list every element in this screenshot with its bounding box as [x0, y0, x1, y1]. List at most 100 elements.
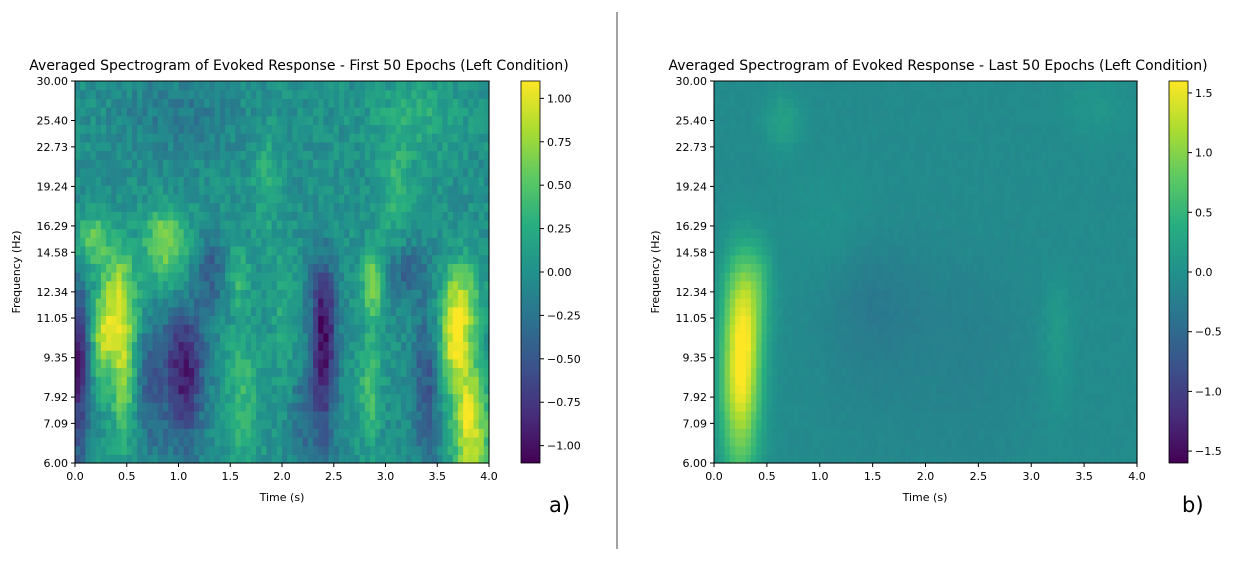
- heatmap-cell: [1094, 332, 1101, 343]
- heatmap-cell: [106, 245, 112, 256]
- heatmap-cell: [463, 367, 469, 377]
- heatmap-cell: [209, 384, 216, 395]
- heatmap-cell: [724, 402, 731, 412]
- heatmap-cell: [266, 428, 273, 438]
- heatmap-cell: [183, 237, 190, 247]
- heatmap-cell: [1084, 367, 1091, 377]
- heatmap-cell: [261, 133, 268, 143]
- heatmap-cell: [147, 193, 154, 204]
- heatmap-cell: [188, 167, 195, 178]
- heatmap-cell: [131, 167, 138, 178]
- heatmap-cell: [483, 376, 490, 386]
- heatmap-cell: [798, 350, 805, 360]
- heatmap-cell: [936, 341, 942, 351]
- heatmap-cell: [416, 298, 423, 308]
- heatmap-cell: [95, 376, 102, 386]
- heatmap-cell: [893, 428, 900, 438]
- heatmap-cell: [385, 341, 392, 351]
- heatmap-cell: [333, 280, 340, 290]
- heatmap-cell: [463, 306, 469, 317]
- heatmap-cell: [318, 289, 324, 299]
- heatmap-cell: [1110, 341, 1117, 351]
- heatmap-cell: [1089, 428, 1096, 438]
- heatmap-cell: [999, 367, 1006, 377]
- heatmap-cell: [735, 384, 742, 395]
- heatmap-cell: [256, 298, 262, 308]
- heatmap-cell: [204, 272, 211, 282]
- heatmap-cell: [261, 150, 268, 160]
- heatmap-cell: [426, 115, 433, 126]
- heatmap-cell: [463, 193, 469, 204]
- heatmap-cell: [1062, 358, 1069, 369]
- heatmap-cell: [978, 419, 985, 429]
- heatmap-cell: [256, 306, 262, 317]
- heatmap-cell: [121, 176, 128, 186]
- heatmap-cell: [761, 428, 768, 438]
- heatmap-cell: [483, 185, 490, 195]
- heatmap-cell: [235, 454, 242, 464]
- heatmap-cell: [1068, 367, 1075, 377]
- heatmap-cell: [152, 332, 159, 343]
- heatmap-cell: [111, 454, 117, 464]
- heatmap-cell: [287, 98, 293, 108]
- heatmap-cell: [411, 410, 418, 421]
- heatmap-cell: [287, 176, 293, 186]
- heatmap-cell: [90, 124, 97, 134]
- heatmap-cell: [183, 298, 190, 308]
- heatmap-cell: [457, 107, 464, 117]
- heatmap-cell: [1126, 384, 1133, 395]
- heatmap-cell: [276, 254, 283, 264]
- heatmap-cell: [126, 445, 133, 455]
- heatmap-cell: [442, 350, 449, 360]
- heatmap-cell: [946, 384, 953, 395]
- heatmap-cell: [333, 263, 340, 273]
- heatmap-cell: [867, 376, 874, 386]
- heatmap-cell: [85, 454, 92, 464]
- heatmap-cell: [121, 228, 128, 238]
- heatmap-cell: [1020, 376, 1027, 386]
- heatmap-cell: [1121, 436, 1128, 447]
- heatmap-cell: [457, 185, 464, 195]
- heatmap-cell: [318, 298, 324, 308]
- heatmap-cell: [214, 419, 221, 429]
- heatmap-cell: [328, 193, 335, 204]
- heatmap-cell: [75, 436, 81, 447]
- heatmap-cell: [798, 367, 805, 377]
- heatmap-cell: [261, 280, 268, 290]
- heatmap-cell: [142, 150, 149, 160]
- heatmap-cell: [131, 436, 138, 447]
- heatmap-cell: [766, 376, 773, 386]
- heatmap-cell: [483, 150, 490, 160]
- heatmap-cell: [204, 193, 211, 204]
- heatmap-cell: [920, 454, 927, 464]
- heatmap-cell: [111, 445, 117, 455]
- heatmap-cell: [925, 393, 932, 403]
- heatmap-cell: [302, 315, 309, 325]
- heatmap-cell: [1073, 436, 1080, 447]
- heatmap-cell: [756, 384, 763, 395]
- heatmap-cell: [147, 98, 154, 108]
- heatmap-cell: [344, 219, 350, 230]
- heatmap-cell: [432, 272, 438, 282]
- heatmap-cell: [225, 167, 231, 178]
- heatmap-cell: [463, 202, 469, 212]
- heatmap-cell: [282, 419, 288, 429]
- heatmap-cell: [188, 254, 195, 264]
- heatmap-cell: [209, 98, 216, 108]
- heatmap-cell: [452, 289, 459, 299]
- heatmap-cell: [830, 376, 837, 386]
- heatmap-cell: [442, 159, 449, 169]
- heatmap-cell: [1105, 367, 1112, 377]
- heatmap-cell: [819, 410, 826, 421]
- heatmap-cell: [287, 280, 293, 290]
- heatmap-cell: [85, 107, 92, 117]
- heatmap-cell: [1126, 324, 1133, 334]
- heatmap-cell: [951, 393, 958, 403]
- heatmap-cell: [1105, 445, 1112, 455]
- heatmap-cell: [457, 272, 464, 282]
- heatmap-cell: [214, 159, 221, 169]
- heatmap-cell: [333, 211, 340, 221]
- heatmap-cell: [282, 150, 288, 160]
- heatmap-cell: [230, 159, 237, 169]
- heatmap-cell: [909, 393, 916, 403]
